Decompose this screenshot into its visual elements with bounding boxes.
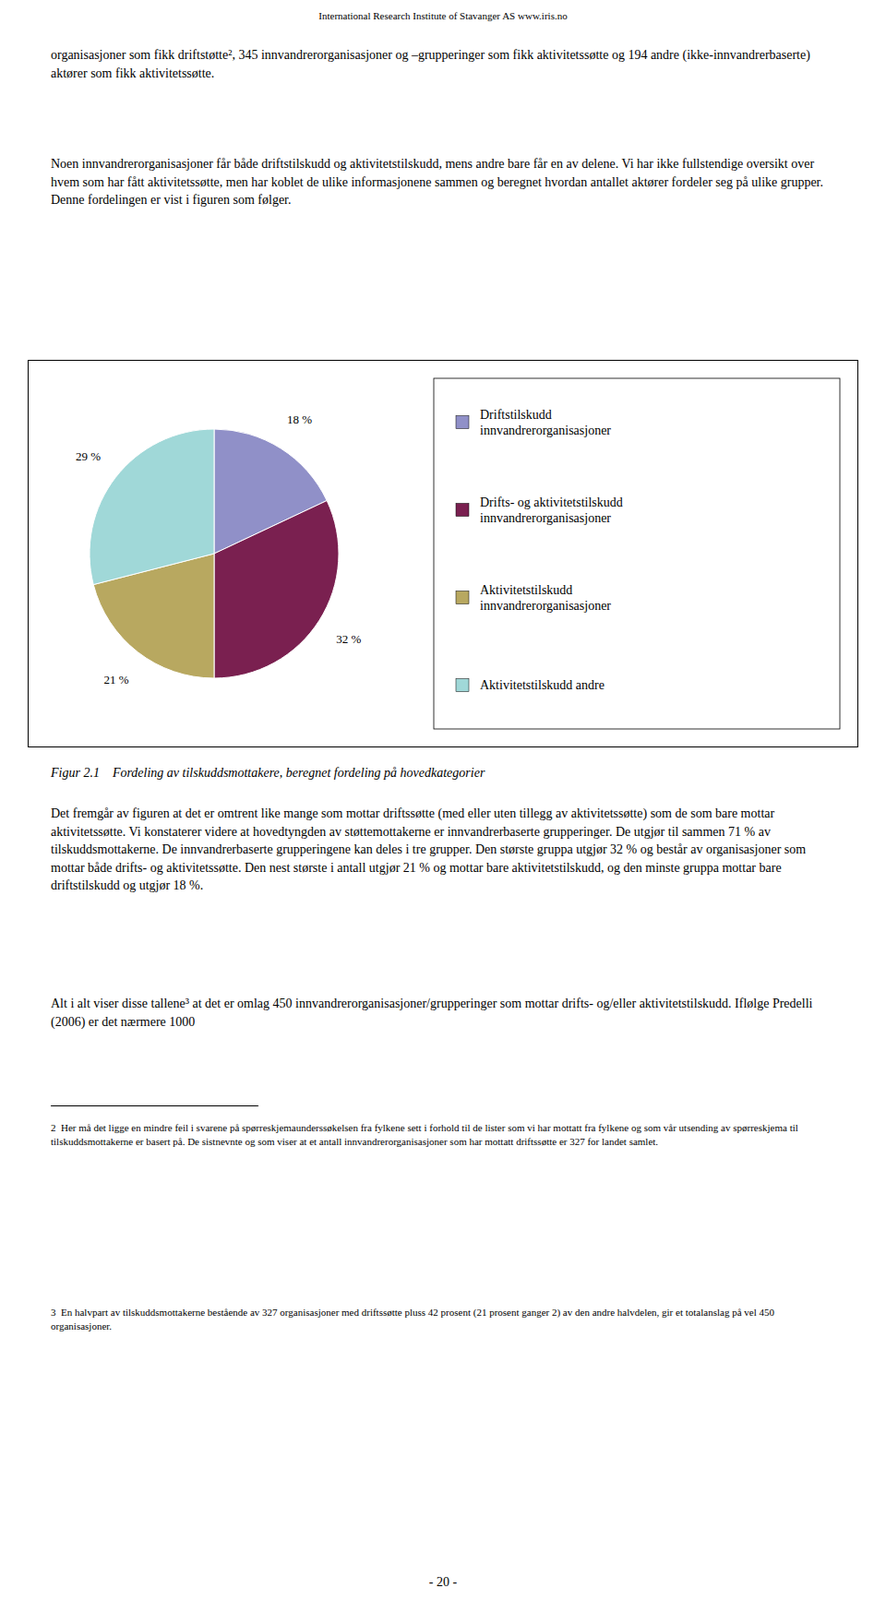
pie-slice	[214, 501, 339, 679]
footnote: 2 Her må det ligge en mindre feil i svar…	[50, 1121, 836, 1150]
data-label: 32 %	[335, 632, 361, 647]
legend-label: Aktivitetstilskudd andre	[479, 678, 605, 693]
legend-item: Driftstilskuddinnvandrerorganisasjoner	[455, 407, 611, 438]
footnote-separator	[50, 1105, 259, 1107]
legend-border	[433, 378, 840, 730]
data-label: 29 %	[75, 449, 101, 464]
legend: Driftstilskuddinnvandrerorganisasjoner Dr…	[433, 378, 840, 730]
legend-swatch	[455, 591, 469, 605]
paragraph: Noen innvandrerorganisasjoner får både d…	[50, 155, 836, 210]
data-label: 21 %	[104, 672, 130, 687]
paragraph: Alt i alt viser disse tallene³ at det er…	[50, 994, 836, 1031]
data-labels: 18 % 32 % 21 % 29 %	[75, 412, 362, 687]
footnote: 3 En halvpart av tilskuddsmottakerne bes…	[50, 1305, 836, 1335]
legend-item: Aktivitetstilskuddinnvandrerorganisasjon…	[455, 583, 611, 613]
pie-slice	[89, 429, 215, 586]
pie	[89, 429, 339, 679]
figure-box: 18 % 32 % 21 % 29 % Driftstilskuddinnvandrer…	[27, 359, 859, 748]
legend-label: Aktivitetstilskuddinnvandrerorganisasjon…	[479, 583, 611, 613]
legend-swatch	[455, 503, 469, 517]
paragraph: Det fremgår av figuren at det er omtrent…	[50, 804, 836, 896]
legend-item: Aktivitetstilskudd andre	[455, 678, 605, 693]
legend-swatch	[455, 416, 469, 430]
data-label: 18 %	[287, 412, 312, 427]
figure-border	[28, 360, 859, 748]
legend-label: Driftstilskuddinnvandrerorganisasjoner	[479, 407, 611, 438]
legend-swatch	[455, 679, 469, 693]
page-number: - 20 -	[0, 1573, 886, 1593]
chart-title: Figur 2.1 Fordeling av tilskuddsmottaker…	[50, 764, 836, 783]
legend-label: Drifts- og aktivitetstilskuddinnvandrero…	[479, 495, 623, 526]
page-header: International Research Institute of Stav…	[0, 9, 886, 24]
paragraph: organisasjoner som fikk driftstøtte², 34…	[50, 46, 836, 83]
legend-item: Drifts- og aktivitetstilskuddinnvandrero…	[455, 495, 623, 526]
